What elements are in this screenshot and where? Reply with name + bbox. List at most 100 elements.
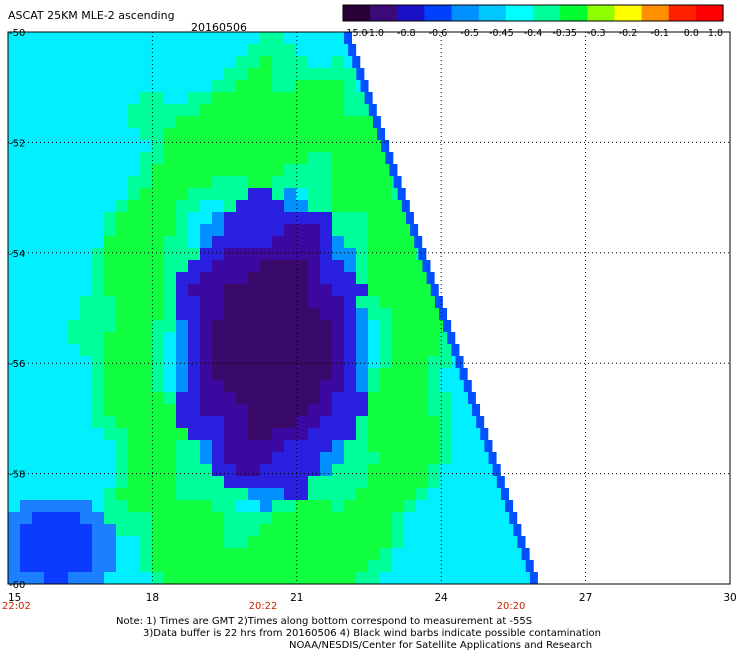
swath-cell — [236, 176, 248, 188]
swath-cell — [104, 188, 116, 200]
swath-cell — [164, 92, 176, 104]
swath-cell — [380, 200, 392, 212]
swath-cell — [404, 500, 416, 512]
swath-cell — [224, 428, 236, 440]
swath-cell — [104, 200, 116, 212]
swath-cell — [392, 560, 404, 572]
swath-cell — [56, 368, 68, 380]
swath-cell — [56, 404, 68, 416]
swath-cell — [296, 476, 308, 488]
swath-cell — [236, 356, 248, 368]
swath-cell — [332, 164, 344, 176]
swath-cell — [68, 236, 80, 248]
swath-cell — [56, 392, 68, 404]
swath-cell — [308, 416, 320, 428]
swath-cell — [428, 452, 440, 464]
swath-cell — [92, 356, 104, 368]
swath-cell — [32, 512, 44, 524]
swath-cell — [116, 32, 128, 44]
swath-cell — [452, 452, 464, 464]
swath-cell — [392, 332, 404, 344]
swath-cell — [8, 44, 20, 56]
swath-cell — [128, 380, 140, 392]
swath-cell — [332, 128, 344, 140]
swath-cell — [80, 296, 92, 308]
swath-cell — [272, 152, 284, 164]
swath-cell — [284, 488, 296, 500]
swath-cell — [464, 512, 476, 524]
swath-cell — [248, 32, 260, 44]
swath-cell — [80, 524, 92, 536]
swath-cell — [332, 56, 344, 68]
swath-cell — [344, 476, 356, 488]
y-tick-label: -60 — [9, 580, 25, 591]
swath-cell — [332, 260, 344, 272]
swath-cell — [188, 416, 200, 428]
swath-cell — [200, 92, 212, 104]
swath-cell — [164, 536, 176, 548]
swath-cell — [200, 140, 212, 152]
swath-cell — [104, 296, 116, 308]
swath-cell — [248, 488, 260, 500]
swath-cell — [104, 212, 116, 224]
swath-cell — [332, 188, 344, 200]
swath-cell — [128, 104, 140, 116]
swath-cell — [368, 332, 380, 344]
swath-cell — [80, 536, 92, 548]
swath-cell — [440, 368, 452, 380]
swath-cell — [512, 572, 524, 584]
swath-cell — [344, 272, 356, 284]
swath-cell — [320, 500, 332, 512]
swath-cell — [152, 272, 164, 284]
swath-cell — [320, 320, 332, 332]
swath-cell — [344, 236, 356, 248]
swath-cell — [80, 128, 92, 140]
swath-cell — [308, 80, 320, 92]
swath-cell — [428, 488, 440, 500]
swath-cell — [404, 296, 416, 308]
swath-cell — [308, 572, 320, 584]
swath-edge-cell — [443, 320, 451, 332]
swath-cell — [416, 560, 428, 572]
swath-cell — [332, 44, 344, 56]
swath-cell — [356, 248, 368, 260]
swath-cell — [188, 44, 200, 56]
swath-cell — [32, 560, 44, 572]
swath-cell — [440, 356, 452, 368]
swath-cell — [236, 572, 248, 584]
swath-cell — [188, 560, 200, 572]
swath-cell — [380, 500, 392, 512]
swath-cell — [284, 104, 296, 116]
swath-cell — [236, 152, 248, 164]
swath-cell — [104, 44, 116, 56]
swath-cell — [140, 176, 152, 188]
swath-cell — [20, 68, 32, 80]
swath-cell — [152, 68, 164, 80]
swath-cell — [284, 572, 296, 584]
swath-cell — [332, 296, 344, 308]
swath-cell — [44, 152, 56, 164]
swath-cell — [140, 560, 152, 572]
swath-cell — [404, 572, 416, 584]
swath-cell — [224, 224, 236, 236]
swath-cell — [152, 500, 164, 512]
swath-cell — [80, 212, 92, 224]
swath-cell — [188, 32, 200, 44]
swath-cell — [464, 524, 476, 536]
swath-cell — [92, 524, 104, 536]
swath-cell — [8, 212, 20, 224]
swath-cell — [128, 548, 140, 560]
swath-cell — [308, 404, 320, 416]
swath-cell — [68, 524, 80, 536]
swath-cell — [272, 296, 284, 308]
swath-cell — [392, 368, 404, 380]
swath-cell — [188, 164, 200, 176]
swath-cell — [212, 236, 224, 248]
swath-cell — [380, 248, 392, 260]
swath-cell — [188, 368, 200, 380]
swath-cell — [176, 212, 188, 224]
swath-cell — [356, 488, 368, 500]
swath-cell — [404, 320, 416, 332]
swath-cell — [248, 452, 260, 464]
swath-cell — [68, 188, 80, 200]
